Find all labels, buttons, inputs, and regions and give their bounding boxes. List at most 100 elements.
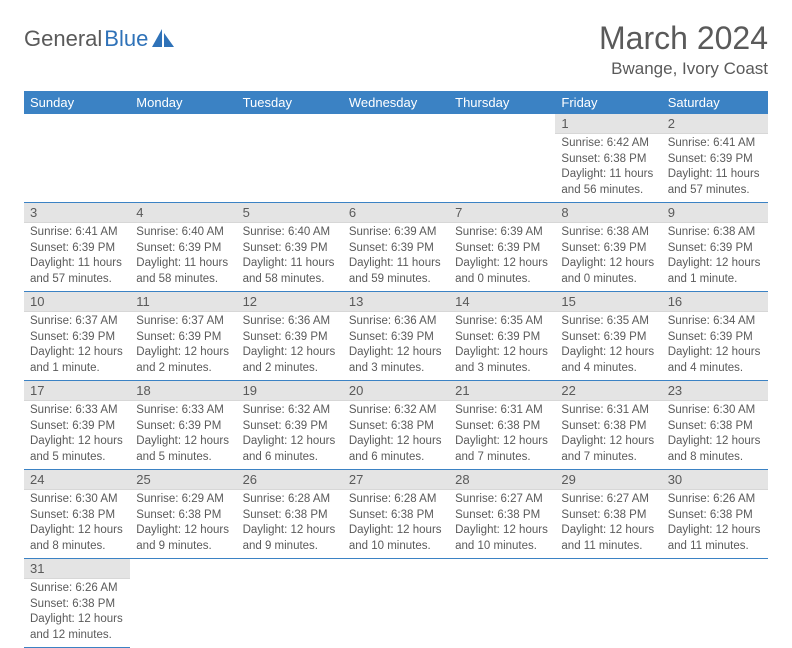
day-number: 2 [662, 114, 768, 134]
logo: General Blue [24, 26, 176, 52]
calendar-cell: 18Sunrise: 6:33 AMSunset: 6:39 PMDayligh… [130, 381, 236, 470]
day-details: Sunrise: 6:32 AMSunset: 6:39 PMDaylight:… [237, 401, 343, 469]
calendar-head: SundayMondayTuesdayWednesdayThursdayFrid… [24, 91, 768, 114]
calendar-cell: 5Sunrise: 6:40 AMSunset: 6:39 PMDaylight… [237, 203, 343, 292]
day-number: 18 [130, 381, 236, 401]
day-details: Sunrise: 6:41 AMSunset: 6:39 PMDaylight:… [662, 134, 768, 202]
calendar-cell: 28Sunrise: 6:27 AMSunset: 6:38 PMDayligh… [449, 470, 555, 559]
day-number: 6 [343, 203, 449, 223]
calendar-row: 10Sunrise: 6:37 AMSunset: 6:39 PMDayligh… [24, 292, 768, 381]
calendar-cell: 11Sunrise: 6:37 AMSunset: 6:39 PMDayligh… [130, 292, 236, 381]
calendar-cell: 30Sunrise: 6:26 AMSunset: 6:38 PMDayligh… [662, 470, 768, 559]
day-number: 21 [449, 381, 555, 401]
calendar-cell: 24Sunrise: 6:30 AMSunset: 6:38 PMDayligh… [24, 470, 130, 559]
calendar-row: 3Sunrise: 6:41 AMSunset: 6:39 PMDaylight… [24, 203, 768, 292]
calendar-cell: 15Sunrise: 6:35 AMSunset: 6:39 PMDayligh… [555, 292, 661, 381]
calendar-row: 17Sunrise: 6:33 AMSunset: 6:39 PMDayligh… [24, 381, 768, 470]
day-number: 30 [662, 470, 768, 490]
day-number: 10 [24, 292, 130, 312]
day-details: Sunrise: 6:39 AMSunset: 6:39 PMDaylight:… [449, 223, 555, 291]
logo-text-blue: Blue [104, 26, 148, 52]
day-number: 15 [555, 292, 661, 312]
calendar-cell: 23Sunrise: 6:30 AMSunset: 6:38 PMDayligh… [662, 381, 768, 470]
day-details: Sunrise: 6:37 AMSunset: 6:39 PMDaylight:… [24, 312, 130, 380]
day-details: Sunrise: 6:27 AMSunset: 6:38 PMDaylight:… [449, 490, 555, 558]
calendar-cell: 31Sunrise: 6:26 AMSunset: 6:38 PMDayligh… [24, 559, 130, 648]
calendar-cell: 4Sunrise: 6:40 AMSunset: 6:39 PMDaylight… [130, 203, 236, 292]
day-details: Sunrise: 6:39 AMSunset: 6:39 PMDaylight:… [343, 223, 449, 291]
calendar-cell: 22Sunrise: 6:31 AMSunset: 6:38 PMDayligh… [555, 381, 661, 470]
weekday-header: Thursday [449, 91, 555, 114]
day-details: Sunrise: 6:33 AMSunset: 6:39 PMDaylight:… [130, 401, 236, 469]
day-details: Sunrise: 6:31 AMSunset: 6:38 PMDaylight:… [555, 401, 661, 469]
day-details: Sunrise: 6:40 AMSunset: 6:39 PMDaylight:… [237, 223, 343, 291]
day-details: Sunrise: 6:38 AMSunset: 6:39 PMDaylight:… [662, 223, 768, 291]
day-details: Sunrise: 6:40 AMSunset: 6:39 PMDaylight:… [130, 223, 236, 291]
day-details: Sunrise: 6:42 AMSunset: 6:38 PMDaylight:… [555, 134, 661, 202]
sail-icon [152, 29, 176, 47]
day-details: Sunrise: 6:28 AMSunset: 6:38 PMDaylight:… [237, 490, 343, 558]
day-number: 19 [237, 381, 343, 401]
logo-text-general: General [24, 26, 102, 52]
calendar-cell: 25Sunrise: 6:29 AMSunset: 6:38 PMDayligh… [130, 470, 236, 559]
calendar-cell-empty [130, 559, 236, 648]
calendar-cell: 2Sunrise: 6:41 AMSunset: 6:39 PMDaylight… [662, 114, 768, 203]
weekday-header: Saturday [662, 91, 768, 114]
calendar-cell: 14Sunrise: 6:35 AMSunset: 6:39 PMDayligh… [449, 292, 555, 381]
day-details: Sunrise: 6:37 AMSunset: 6:39 PMDaylight:… [130, 312, 236, 380]
calendar-cell: 16Sunrise: 6:34 AMSunset: 6:39 PMDayligh… [662, 292, 768, 381]
day-number: 29 [555, 470, 661, 490]
calendar-cell: 21Sunrise: 6:31 AMSunset: 6:38 PMDayligh… [449, 381, 555, 470]
day-number: 17 [24, 381, 130, 401]
location: Bwange, Ivory Coast [599, 59, 768, 79]
day-number: 12 [237, 292, 343, 312]
day-details: Sunrise: 6:35 AMSunset: 6:39 PMDaylight:… [555, 312, 661, 380]
day-number: 16 [662, 292, 768, 312]
day-number: 26 [237, 470, 343, 490]
weekday-header: Monday [130, 91, 236, 114]
calendar-cell-empty [24, 114, 130, 203]
calendar-cell: 6Sunrise: 6:39 AMSunset: 6:39 PMDaylight… [343, 203, 449, 292]
calendar-cell: 17Sunrise: 6:33 AMSunset: 6:39 PMDayligh… [24, 381, 130, 470]
day-number: 3 [24, 203, 130, 223]
day-details: Sunrise: 6:41 AMSunset: 6:39 PMDaylight:… [24, 223, 130, 291]
day-details: Sunrise: 6:26 AMSunset: 6:38 PMDaylight:… [662, 490, 768, 558]
day-details: Sunrise: 6:28 AMSunset: 6:38 PMDaylight:… [343, 490, 449, 558]
calendar-body: 1Sunrise: 6:42 AMSunset: 6:38 PMDaylight… [24, 114, 768, 648]
calendar-cell: 27Sunrise: 6:28 AMSunset: 6:38 PMDayligh… [343, 470, 449, 559]
day-number: 1 [555, 114, 661, 134]
day-number: 20 [343, 381, 449, 401]
day-details: Sunrise: 6:33 AMSunset: 6:39 PMDaylight:… [24, 401, 130, 469]
day-number: 11 [130, 292, 236, 312]
day-details: Sunrise: 6:30 AMSunset: 6:38 PMDaylight:… [24, 490, 130, 558]
day-details: Sunrise: 6:34 AMSunset: 6:39 PMDaylight:… [662, 312, 768, 380]
calendar-cell: 13Sunrise: 6:36 AMSunset: 6:39 PMDayligh… [343, 292, 449, 381]
day-details: Sunrise: 6:26 AMSunset: 6:38 PMDaylight:… [24, 579, 130, 647]
day-number: 24 [24, 470, 130, 490]
weekday-header: Friday [555, 91, 661, 114]
weekday-header: Sunday [24, 91, 130, 114]
day-number: 22 [555, 381, 661, 401]
day-number: 8 [555, 203, 661, 223]
weekday-header: Tuesday [237, 91, 343, 114]
day-number: 25 [130, 470, 236, 490]
day-details: Sunrise: 6:32 AMSunset: 6:38 PMDaylight:… [343, 401, 449, 469]
day-number: 7 [449, 203, 555, 223]
month-title: March 2024 [599, 20, 768, 57]
day-details: Sunrise: 6:29 AMSunset: 6:38 PMDaylight:… [130, 490, 236, 558]
calendar-cell-empty [237, 114, 343, 203]
header: General Blue March 2024 Bwange, Ivory Co… [24, 20, 768, 79]
calendar-table: SundayMondayTuesdayWednesdayThursdayFrid… [24, 91, 768, 648]
title-block: March 2024 Bwange, Ivory Coast [599, 20, 768, 79]
day-number: 5 [237, 203, 343, 223]
calendar-cell-empty [449, 559, 555, 648]
calendar-cell: 29Sunrise: 6:27 AMSunset: 6:38 PMDayligh… [555, 470, 661, 559]
calendar-cell-empty [662, 559, 768, 648]
calendar-row: 24Sunrise: 6:30 AMSunset: 6:38 PMDayligh… [24, 470, 768, 559]
calendar-row: 31Sunrise: 6:26 AMSunset: 6:38 PMDayligh… [24, 559, 768, 648]
day-number: 23 [662, 381, 768, 401]
day-number: 14 [449, 292, 555, 312]
calendar-cell: 3Sunrise: 6:41 AMSunset: 6:39 PMDaylight… [24, 203, 130, 292]
day-details: Sunrise: 6:36 AMSunset: 6:39 PMDaylight:… [343, 312, 449, 380]
day-number: 28 [449, 470, 555, 490]
